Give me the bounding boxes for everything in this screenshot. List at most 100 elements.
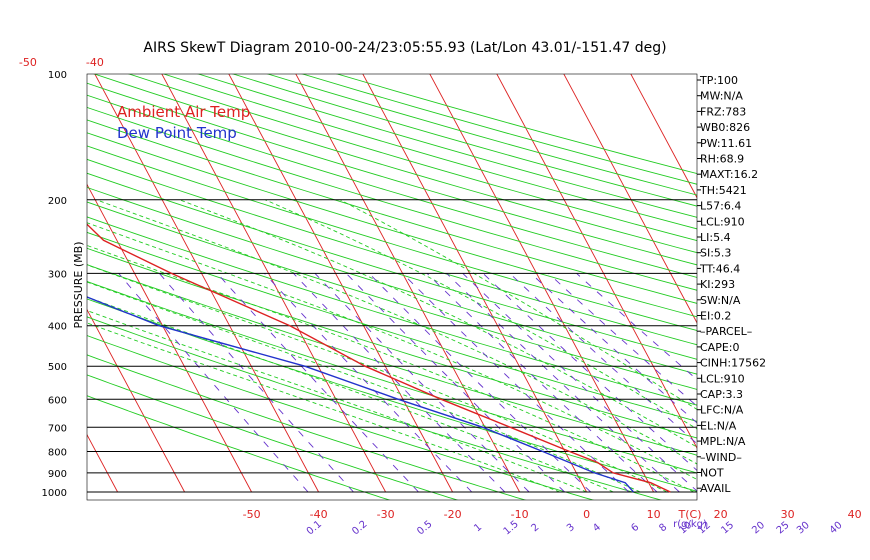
moist-adiabat-line: [87, 281, 641, 493]
pressure-tick-label: 900: [48, 469, 67, 480]
pressure-tick-label: 700: [48, 423, 67, 434]
moist-adiabat-line: [339, 199, 697, 411]
stability-index-label: –WIND–: [700, 451, 742, 464]
isotherm-line: [87, 183, 252, 493]
bottom-temp-tick-label: 10: [647, 508, 661, 521]
bottom-temp-tick-label: -30: [377, 508, 395, 521]
bottom-temp-tick-label: -20: [444, 508, 462, 521]
mixing-ratio-tick-label: 1.5: [502, 519, 521, 538]
temp-unit-label: T(C): [678, 508, 702, 521]
stability-index-label: MAXT:16.2: [700, 168, 758, 181]
dew-point-temp-profile: [87, 296, 635, 493]
mixing-ratio-line: [216, 273, 419, 493]
dry-adiabat-line: [87, 247, 697, 439]
stability-index-label: LFC:N/A: [700, 404, 744, 417]
plot-frame: [86, 73, 698, 501]
moist-adiabat-line: [96, 199, 697, 465]
stability-index-label: CAP:3.3: [700, 388, 743, 401]
mixing-ratio-line: [118, 273, 309, 493]
pressure-axis: PRESSURE (MB) 100 200 300 400 500 600 700 800 90…: [42, 70, 85, 499]
stability-index-label: L57:6.4: [700, 200, 741, 213]
dry-adiabat-line: [87, 281, 697, 474]
dry-adiabat-line: [87, 216, 697, 406]
pressure-tick-label: 300: [48, 269, 67, 280]
stability-index-label: LCL:910: [700, 372, 745, 385]
dry-adiabat-line: [87, 335, 595, 500]
stability-index-label: MPL:N/A: [700, 435, 746, 448]
mixing-ratio-tick-label: 0.2: [350, 519, 369, 538]
stability-index-label: CINH:17562: [700, 357, 766, 370]
moist-adiabat-line: [87, 264, 668, 493]
dry-adiabat-line: [87, 374, 459, 500]
mixing-ratio-line: [368, 273, 592, 493]
isotherm-line: [563, 74, 697, 324]
mixing-ratio-line: [402, 273, 630, 493]
background-lines: [0, 0, 697, 500]
legend: Ambient Air Temp Dew Point Temp: [117, 103, 250, 142]
stability-index-label: KI:293: [700, 278, 735, 291]
mixing-ratio-line: [548, 273, 697, 407]
stability-index-label: PW:11.61: [700, 137, 752, 150]
stability-index-label: LCL:910: [700, 215, 745, 228]
pressure-tick-label: 500: [48, 362, 67, 373]
legend-entry: Dew Point Temp: [117, 124, 237, 142]
isotherm-line: [94, 74, 319, 493]
top-temp-tick-label: -50: [19, 56, 37, 69]
stability-index-label: NOT: [700, 467, 724, 480]
moist-adiabat-line: [179, 199, 697, 448]
dry-adiabat-line: [87, 298, 697, 492]
mixing-ratio-tick-label: 0.1: [305, 519, 324, 538]
mixing-ratio-tick-label: 20: [750, 520, 767, 537]
mixing-ratio-tick-label: 15: [719, 520, 736, 537]
mixing-ratio-tick-label: 2: [530, 522, 542, 535]
mixing-ratio-tick-label: 4: [591, 522, 603, 535]
pressure-tick-label: 400: [48, 322, 67, 333]
dry-adiabat-line: [87, 264, 697, 456]
isotherm-line: [429, 74, 654, 493]
stability-index-label: LI:5.4: [700, 231, 731, 244]
bottom-temp-tick-label: 40: [848, 508, 862, 521]
stability-index-label: WB0:826: [700, 121, 750, 134]
pressure-tick-label: 200: [48, 196, 67, 207]
isotherm-line: [87, 308, 185, 493]
dry-adiabat-line: [87, 106, 697, 291]
mixing-ratio-tick-label: 40: [828, 520, 845, 537]
dry-adiabat-line: [87, 82, 697, 266]
stability-indices: TP:100 MW:N/A FRZ:783 WB0:826 PW:11.61 RH:68.…: [697, 74, 766, 495]
bottom-temp-tick-label: 30: [781, 508, 795, 521]
isotherm-line: [228, 74, 453, 493]
top-temp-tick-label: -40: [86, 56, 104, 69]
dry-adiabat-line: [87, 172, 697, 360]
moist-adiabat-line: [87, 322, 560, 493]
mixing-ratio-unit-label: r(g/kg): [673, 519, 707, 530]
dry-adiabat-line: [127, 74, 697, 242]
mixing-ratio-axis: 0.1 0.2 0.5 1 1.5 2 3 4 6 8 10 12 15 20 25 30 40r(g/kg): [305, 519, 845, 538]
bottom-temp-tick-label: -10: [511, 508, 529, 521]
stability-index-label: CAPE:0: [700, 341, 740, 354]
bottom-temp-tick-label: 0: [583, 508, 590, 521]
isobar-lines: [87, 199, 697, 493]
dry-adiabat-line: [87, 158, 697, 346]
chart-title: AIRS SkewT Diagram 2010-00-24/23:05:55.9…: [143, 40, 666, 56]
dry-adiabat-line: [87, 354, 527, 500]
bottom-temp-axis: -50 -40 -30 -20 -10 0 10 20 30 40 T(C): [243, 508, 862, 521]
mixing-ratio-line: [446, 273, 680, 493]
moist-adiabat-line: [87, 310, 587, 493]
stability-index-label: RH:68.9: [700, 153, 744, 166]
isotherm-line: [0, 0, 51, 492]
legend-entry: Ambient Air Temp: [117, 103, 250, 121]
dry-adiabat-line: [87, 186, 697, 375]
dry-adiabat-line: [87, 94, 697, 278]
dry-adiabat-line: [87, 119, 697, 304]
stability-index-label: SI:5.3: [700, 247, 731, 260]
y-axis-label: PRESSURE (MB): [72, 242, 85, 329]
moist-adiabat-line: [87, 222, 697, 480]
mixing-ratio-line: [264, 273, 473, 493]
stability-index-label: TP:100: [699, 74, 738, 87]
stability-index-label: EL:N/A: [700, 419, 737, 432]
mixing-ratio-tick-label: 0.5: [415, 519, 434, 538]
pressure-tick-label: 1000: [42, 488, 67, 499]
stability-index-label: AVAIL: [700, 482, 731, 495]
mixing-ratio-line: [314, 273, 530, 493]
